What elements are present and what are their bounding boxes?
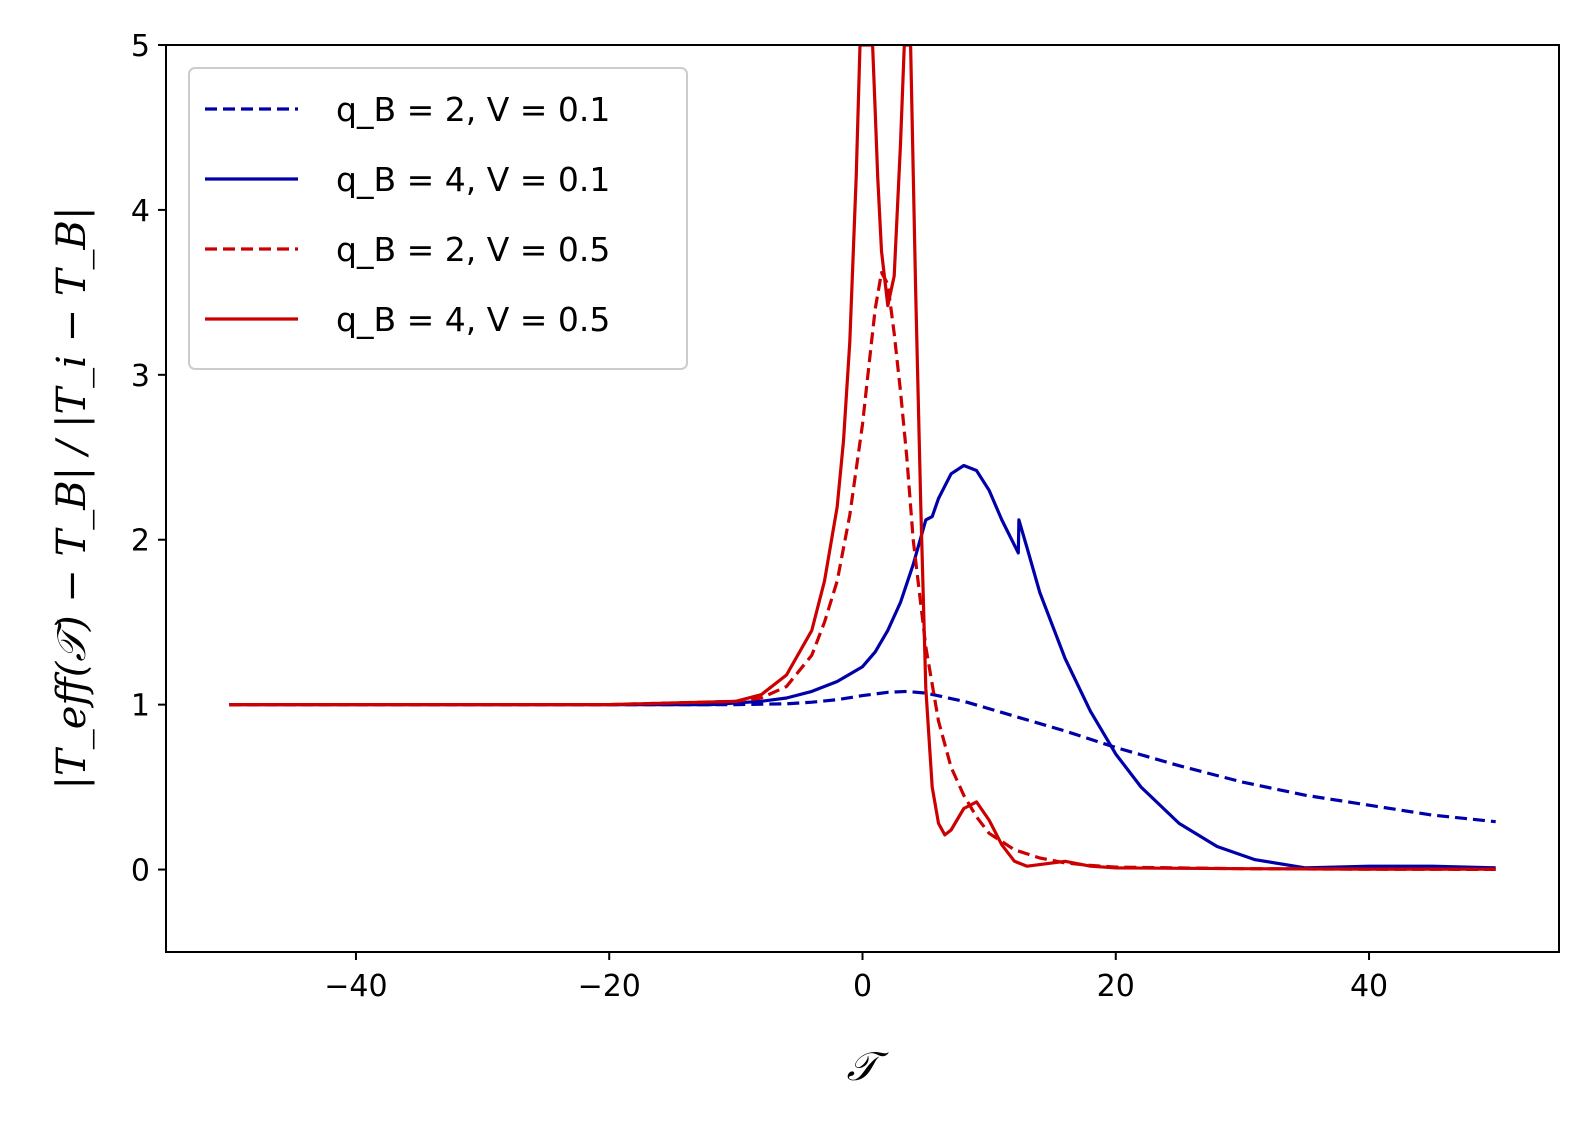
x-tick-label: 0 [853, 969, 872, 1004]
y-tick-label: 0 [131, 854, 150, 889]
legend-label-2: q_B = 4, V = 0.1 [336, 160, 610, 199]
series-layer [229, 45, 1496, 872]
legend-label-4: q_B = 4, V = 0.5 [336, 300, 610, 339]
y-axis: 0 1 2 3 4 5 [131, 29, 166, 889]
x-axis: −40 −20 0 20 40 [324, 952, 1388, 1004]
series-line-2 [229, 463, 1496, 870]
y-tick-label: 5 [131, 29, 150, 64]
y-axis-label: |T_eff(𝒯) − T_B| / |T_i − T_B| [49, 207, 95, 790]
legend-box [188, 67, 688, 370]
x-tick-label: −20 [578, 969, 641, 1004]
x-tick-label: 40 [1350, 969, 1388, 1004]
series-line-4 [229, 45, 1496, 871]
y-tick-label: 3 [131, 359, 150, 394]
legend-label-1: q_B = 2, V = 0.1 [336, 90, 610, 129]
legend: q_B = 2, V = 0.1 q_B = 4, V = 0.1 q_B = 2,… [188, 67, 688, 370]
y-tick-label: 2 [131, 524, 150, 559]
x-tick-label: 20 [1097, 969, 1135, 1004]
y-tick-label: 1 [131, 689, 150, 724]
legend-label-3: q_B = 2, V = 0.5 [336, 230, 610, 269]
x-tick-label: −40 [324, 969, 387, 1004]
y-tick-label: 4 [131, 194, 150, 229]
